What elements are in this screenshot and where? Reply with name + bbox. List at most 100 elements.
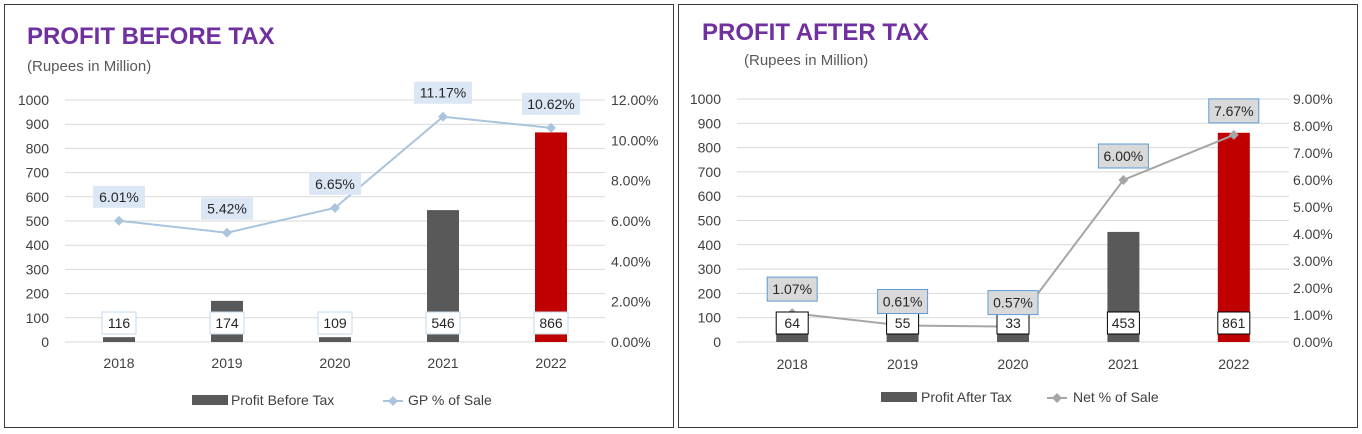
- x-tick-label: 2018: [777, 356, 808, 372]
- y-tick-label: 600: [26, 189, 50, 205]
- y-tick-label: 600: [698, 188, 722, 204]
- line-marker-2018: [114, 215, 124, 226]
- line-marker-2020: [330, 202, 340, 213]
- legend-label: Net % of Sale: [1073, 389, 1159, 405]
- bar-data-label: 866: [539, 315, 563, 331]
- line-label-box: [309, 172, 361, 195]
- legend-label: Profit Before Tax: [231, 392, 334, 408]
- y-tick-label: 700: [698, 164, 722, 180]
- line-label-box: [414, 81, 472, 104]
- chart-profit-after-tax[interactable]: PROFIT AFTER TAX (Rupees in Million) 0 10…: [678, 4, 1358, 428]
- y-tick-label: 200: [26, 286, 50, 302]
- y-tick-label: 0: [41, 334, 49, 350]
- y2-tick-label: 3.00%: [1293, 253, 1333, 269]
- y2-tick-label: 2.00%: [1293, 280, 1333, 296]
- y-tick-label: 100: [26, 310, 50, 326]
- bar-data-label: 453: [1112, 315, 1136, 331]
- x-tick-label: 2021: [427, 355, 458, 371]
- y2-tick-label: 6.00%: [1293, 172, 1333, 188]
- y2-tick-label: 7.00%: [1293, 145, 1333, 161]
- y-tick-label: 400: [26, 237, 50, 253]
- bar-data-label: 33: [1005, 315, 1021, 331]
- y-tick-label: 400: [698, 237, 722, 253]
- x-tick-label: 2019: [211, 355, 242, 371]
- line-label-box: [987, 290, 1039, 316]
- y-tick-label: 500: [26, 213, 50, 229]
- line-data-label: 0.57%: [993, 295, 1033, 311]
- bar-data-label: 546: [431, 315, 455, 331]
- x-tick-label: 2018: [103, 355, 134, 371]
- line-label-box: [522, 92, 580, 115]
- y-tick-label: 300: [698, 261, 722, 277]
- y2-tick-label: 10.00%: [611, 132, 658, 148]
- bar-2018: [103, 337, 135, 342]
- y-tick-label: 700: [26, 165, 50, 181]
- y-tick-label: 900: [698, 115, 722, 131]
- y2-tick-label: 12.00%: [611, 92, 658, 108]
- y-tick-label: 1000: [18, 92, 49, 108]
- line-label-box: [93, 185, 145, 208]
- bar-label-box: [209, 311, 245, 335]
- bar-data-label: 55: [895, 315, 911, 331]
- bar-label-box: [533, 311, 569, 335]
- y2-tick-label: 8.00%: [611, 173, 651, 189]
- line-data-label: 0.61%: [883, 294, 923, 310]
- line-data-label: 1.07%: [772, 281, 812, 297]
- bar-label-box: [1106, 311, 1140, 335]
- bar-label-box: [1217, 311, 1251, 335]
- chart-subtitle: (Rupees in Million): [744, 52, 869, 69]
- y-tick-label: 0: [713, 334, 721, 350]
- line-label-box: [1097, 143, 1149, 169]
- chart-profit-before-tax[interactable]: PROFIT BEFORE TAX (Rupees in Million) 0 1…: [4, 4, 674, 428]
- bar-data-label: 64: [784, 315, 800, 331]
- line-label-box: [766, 276, 818, 302]
- bar-label-box: [317, 311, 353, 335]
- bar-data-label: 174: [215, 315, 239, 331]
- x-tick-label: 2020: [997, 356, 1028, 372]
- y-tick-label: 800: [698, 140, 722, 156]
- y-tick-label: 500: [698, 213, 722, 229]
- line-data-label: 6.65%: [315, 176, 355, 192]
- x-tick-label: 2020: [319, 355, 350, 371]
- x-tick-label: 2022: [535, 355, 566, 371]
- bar-2020: [997, 333, 1029, 342]
- y-tick-label: 100: [698, 310, 722, 326]
- chart-plot: 0 100 200 300 400 500 600 700 800 900 1000 0.00% 1.0…: [690, 91, 1333, 405]
- bar-2020: [319, 337, 351, 342]
- line-data-label: 11.17%: [420, 85, 466, 101]
- y2-tick-label: 0.00%: [1293, 334, 1333, 350]
- y-tick-label: 800: [26, 140, 50, 156]
- y2-tick-label: 1.00%: [1293, 307, 1333, 323]
- y2-tick-label: 4.00%: [1293, 226, 1333, 242]
- bar-data-label: 861: [1222, 315, 1246, 331]
- chart-plot: 0 100 200 300 400 500 600 700 800 900 1000 0.00% 2.0…: [18, 81, 658, 408]
- legend-marker: [388, 396, 398, 406]
- y-tick-label: 900: [26, 116, 50, 132]
- bar-label-box: [775, 311, 809, 335]
- line-label-box: [201, 197, 253, 220]
- line-data-label: 6.01%: [99, 189, 139, 205]
- chart-title: PROFIT BEFORE TAX: [27, 23, 275, 50]
- bar-2022: [535, 132, 567, 342]
- y2-tick-label: 2.00%: [611, 294, 651, 310]
- legend-swatch-bar: [192, 395, 228, 405]
- chart-title: PROFIT AFTER TAX: [702, 19, 929, 46]
- y2-tick-label: 8.00%: [1293, 118, 1333, 134]
- chart-subtitle: (Rupees in Million): [27, 58, 152, 75]
- y2-tick-label: 5.00%: [1293, 199, 1333, 215]
- y2-tick-label: 0.00%: [611, 334, 651, 350]
- line-label-box: [877, 289, 929, 315]
- line-data-label: 5.42%: [207, 201, 247, 217]
- bar-2022: [1217, 132, 1250, 342]
- line-data-label: 6.00%: [1104, 148, 1144, 164]
- line-marker-2019: [222, 227, 232, 238]
- legend-label: GP % of Sale: [408, 392, 492, 408]
- y2-tick-label: 4.00%: [611, 253, 651, 269]
- y-tick-label: 1000: [690, 91, 721, 107]
- x-tick-label: 2021: [1108, 356, 1139, 372]
- legend-label: Profit After Tax: [921, 389, 1012, 405]
- x-tick-label: 2019: [887, 356, 918, 372]
- y2-tick-label: 9.00%: [1293, 91, 1333, 107]
- y-tick-label: 200: [698, 285, 722, 301]
